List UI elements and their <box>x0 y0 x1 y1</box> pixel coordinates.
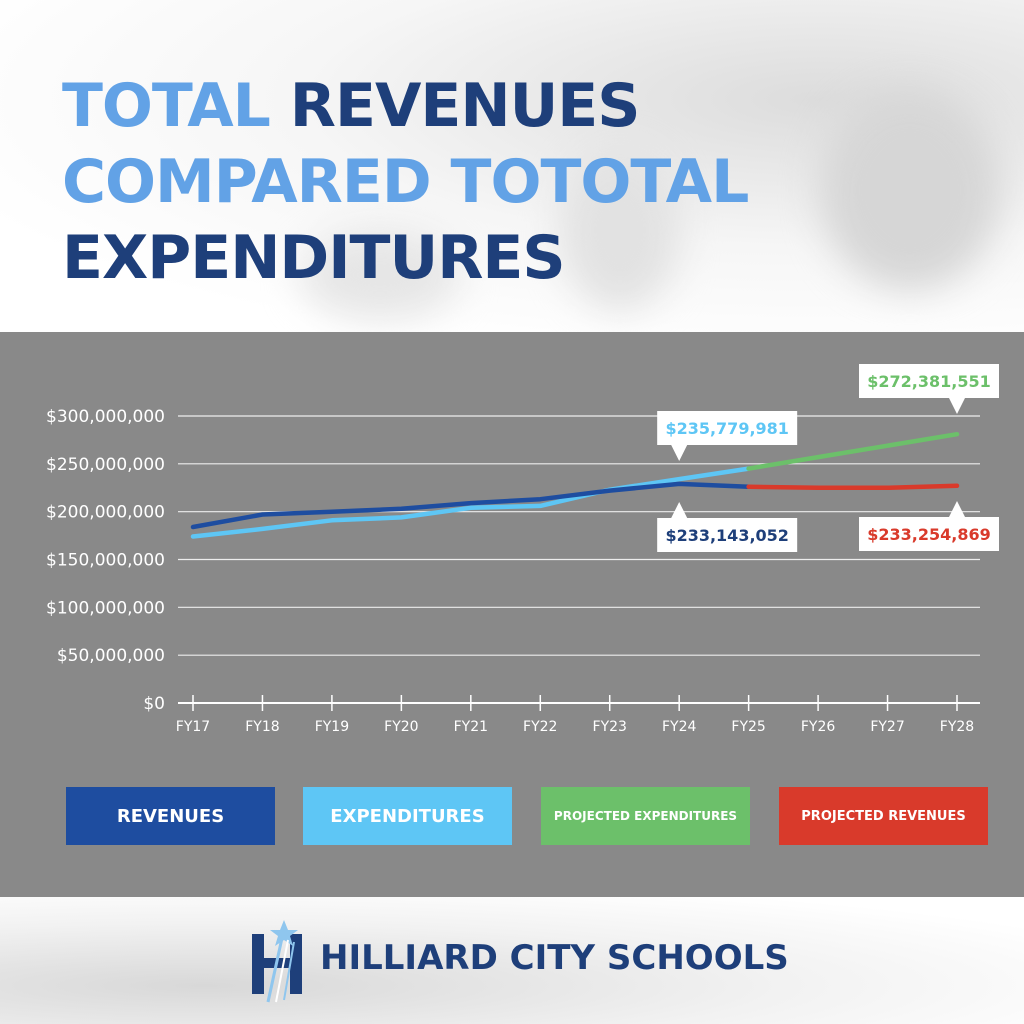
y-tick-label: $250,000,000 <box>46 455 165 475</box>
y-tick-label: $150,000,000 <box>46 551 165 571</box>
x-tick-label: FY22 <box>523 719 557 735</box>
legend-label-revenues: REVENUES <box>116 805 225 827</box>
title-line-2: COMPARED TOTOTAL <box>62 147 749 217</box>
y-tick-label: $100,000,000 <box>46 598 165 618</box>
series-line-projected-revenues <box>746 483 960 491</box>
legend-revenues[interactable]: REVENUES <box>66 787 275 845</box>
y-tick-label: $200,000,000 <box>46 503 165 523</box>
callout-pointer <box>671 445 688 461</box>
series-line-projected-expenditures <box>746 431 960 471</box>
callout-box <box>859 364 999 398</box>
line-chart: $0 $50,000,000 $100,000,000 $150,000,000 $20… <box>46 364 999 735</box>
callout-pointer <box>671 502 688 518</box>
x-tick-label: FY26 <box>801 719 836 735</box>
title-word-revenues: REVENUES <box>289 71 641 141</box>
callout-label: $233,143,052 <box>665 526 788 545</box>
footer-background <box>0 897 1024 1024</box>
title-line-3: EXPENDITURES <box>62 223 566 293</box>
y-tick-label: $50,000,000 <box>57 646 165 666</box>
legend-projected-expenditures[interactable]: PROJECTED EXPENDITURES <box>541 787 750 845</box>
logo-text: HILLIARD CITY SCHOOLS <box>320 937 789 978</box>
y-tick-label: $0 <box>143 694 165 714</box>
x-tick-label: FY17 <box>176 719 210 735</box>
series-line-expenditures <box>190 466 751 539</box>
header-background <box>0 0 1024 332</box>
callout-label: $233,254,869 <box>867 525 990 544</box>
school-logo: HILLIARD CITY SCHOOLS <box>250 910 790 1005</box>
legend-label-projected-revenues: PROJECTED REVENUES <box>801 808 966 824</box>
x-tick-label: FY20 <box>384 719 418 735</box>
x-tick-label: FY28 <box>940 719 974 735</box>
legend-projected-revenues[interactable]: PROJECTED REVENUES <box>779 787 988 845</box>
x-tick-label: FY23 <box>593 719 627 735</box>
title-word-total: TOTAL <box>62 71 271 141</box>
background-blur-shape <box>820 90 1000 290</box>
series-line-revenues <box>190 481 751 530</box>
x-tick-label: FY21 <box>454 719 488 735</box>
x-tick-label: FY19 <box>315 719 349 735</box>
hilliard-h-logo-icon <box>252 919 302 1002</box>
title-line-1: TOTAL REVENUES <box>62 68 748 144</box>
legend-label-expenditures: EXPENDITURES <box>330 805 485 827</box>
legend-label-projected-expenditures: PROJECTED EXPENDITURES <box>553 809 738 823</box>
callout-box <box>657 411 798 445</box>
callout-label: $272,381,551 <box>867 372 990 391</box>
page-title: TOTAL REVENUES COMPARED TOTOTAL EXPENDIT… <box>62 68 749 296</box>
background-blur-shape <box>560 150 680 310</box>
callout-box <box>859 517 999 551</box>
x-tick-label: FY27 <box>870 719 904 735</box>
x-tick-label: FY24 <box>662 719 697 735</box>
callout-box <box>657 518 798 552</box>
x-tick-label: FY25 <box>731 719 765 735</box>
y-tick-label: $300,000,000 <box>46 407 165 427</box>
x-tick-label: FY18 <box>245 719 279 735</box>
background-blur-shape <box>300 230 460 320</box>
callout-pointer <box>949 398 965 414</box>
callout-label: $235,779,981 <box>665 419 788 438</box>
legend-expenditures[interactable]: EXPENDITURES <box>303 787 512 845</box>
callout-pointer <box>949 501 965 517</box>
